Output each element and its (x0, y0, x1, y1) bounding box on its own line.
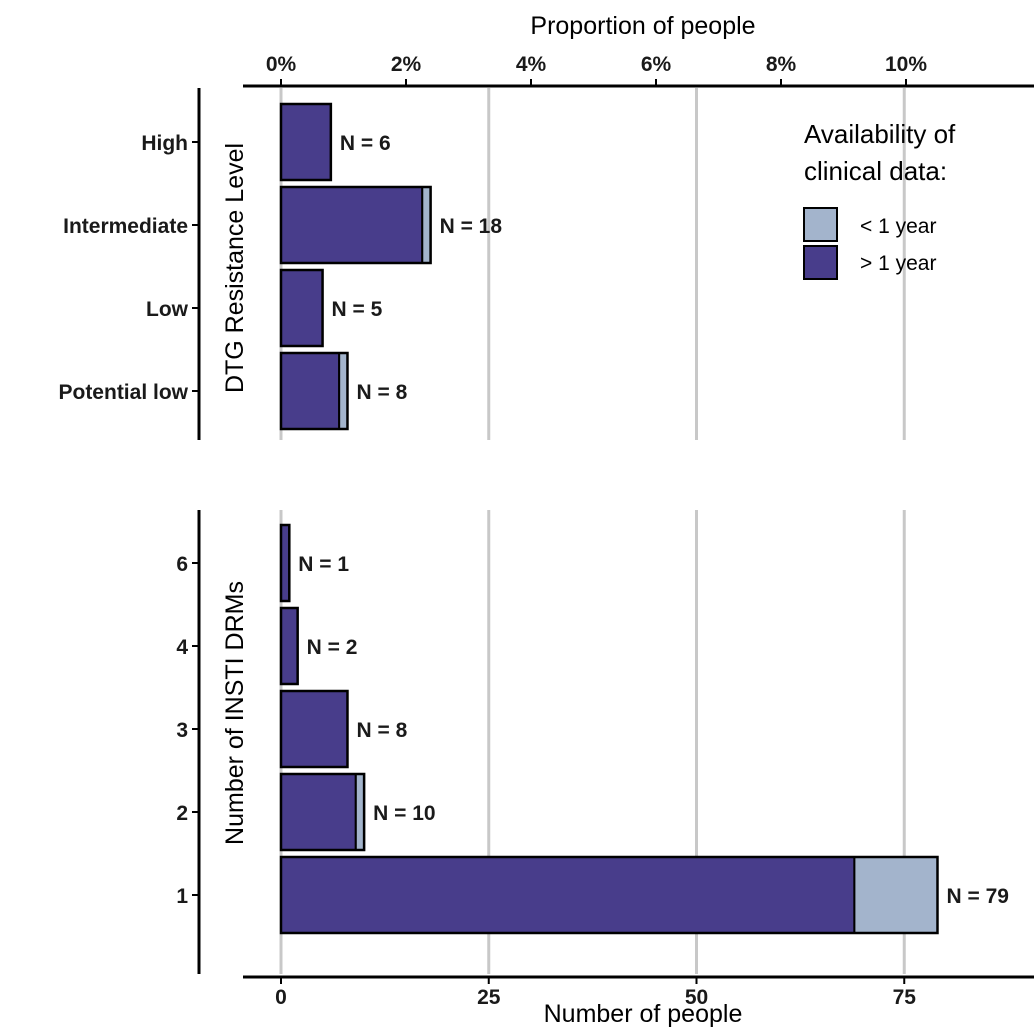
axes (192, 79, 1034, 984)
n-label-1-0: N = 6 (340, 132, 391, 155)
y-tick-label-1-3: Potential low (58, 381, 188, 404)
legend-swatch-under-1-year (803, 207, 838, 242)
bar-over-1-year-2-4 (280, 856, 856, 934)
top-tick-label-4: 8% (766, 53, 797, 76)
y-tick-label-2-4: 1 (176, 885, 188, 908)
legend-label-over-1-year: > 1 year (860, 252, 936, 275)
bar-outline-1-2 (279, 268, 324, 348)
bar-over-1-year-1-0 (280, 103, 332, 181)
y-tick-label-2-1: 4 (176, 636, 188, 659)
labels: N = 6 High N = 18 Intermediate N = 5 Low N = 8… (58, 53, 1008, 1009)
y-tick-label-2-0: 6 (176, 553, 188, 576)
bar-outline-2-2 (279, 689, 349, 769)
y-tick-label-2-2: 3 (176, 719, 188, 742)
bar-outline-2-3 (279, 772, 366, 852)
y-tick-label-1-1: Intermediate (63, 215, 188, 238)
y-tick-label-1-2: Low (146, 298, 189, 321)
panel-2-y-title: Number of INSTI DRMs (221, 581, 249, 845)
legend-title-line-2: clinical data: (804, 156, 947, 186)
legend-label-under-1-year: < 1 year (860, 215, 936, 238)
top-tick-label-5: 10% (885, 53, 927, 76)
bottom-tick-label-1: 25 (477, 986, 501, 1009)
top-tick-label-1: 2% (391, 53, 422, 76)
bar-over-1-year-1-2 (280, 269, 324, 347)
n-label-2-3: N = 10 (373, 802, 435, 825)
y-tick-label-1-0: High (141, 132, 188, 155)
bar-outline-1-3 (279, 351, 349, 431)
bar-outline-2-4 (279, 855, 939, 935)
bottom-axis-title: Number of people (544, 1000, 743, 1028)
bar-outline-1-1 (279, 185, 432, 265)
bar-over-1-year-2-2 (280, 690, 349, 768)
bar-outline-1-0 (279, 102, 333, 182)
n-label-2-2: N = 8 (356, 719, 407, 742)
n-label-1-1: N = 18 (440, 215, 503, 238)
top-tick-label-2: 4% (516, 53, 547, 76)
y-tick-label-2-3: 2 (176, 802, 188, 825)
bar-under-1-year-2-4 (853, 856, 939, 934)
n-label-1-2: N = 5 (332, 298, 383, 321)
legend-swatch-over-1-year (803, 245, 838, 280)
bottom-tick-label-0: 0 (275, 986, 287, 1009)
panel-1-y-title: DTG Resistance Level (221, 143, 249, 393)
bottom-tick-label-3: 75 (893, 986, 917, 1009)
bar-over-1-year-1-3 (280, 352, 341, 430)
n-label-2-4: N = 79 (946, 885, 1008, 908)
top-tick-label-0: 0% (266, 53, 297, 76)
bar-over-1-year-2-1 (280, 607, 299, 685)
bar-outline-2-0 (279, 523, 291, 603)
bars (279, 102, 939, 935)
n-label-2-1: N = 2 (307, 636, 358, 659)
top-tick-label-3: 6% (641, 53, 672, 76)
legend: Availability of clinical data: < 1 year … (803, 119, 956, 280)
bar-over-1-year-2-3 (280, 773, 357, 851)
n-label-1-3: N = 8 (356, 381, 407, 404)
bar-outline-2-1 (279, 606, 299, 686)
n-label-2-0: N = 1 (298, 553, 349, 576)
bottom-tick-label-2: 50 (685, 986, 708, 1009)
top-axis-title: Proportion of people (530, 12, 755, 40)
legend-title-line-1: Availability of (804, 119, 956, 149)
bar-over-1-year-1-1 (280, 186, 424, 264)
